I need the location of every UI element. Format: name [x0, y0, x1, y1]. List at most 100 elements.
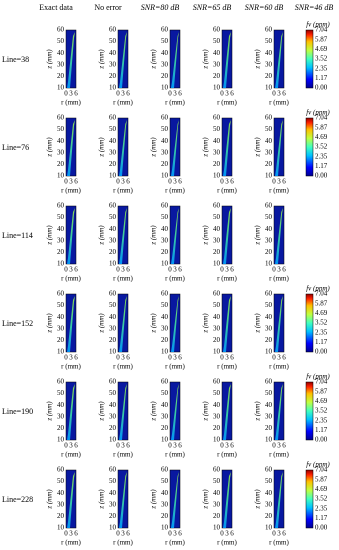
z-tick-label: 30 [265, 148, 273, 156]
r-tick-label: 6 [178, 442, 182, 450]
r-tick-label: 0 [168, 266, 172, 274]
z-tick-label: 50 [161, 125, 169, 133]
z-tick-label: 50 [109, 37, 117, 45]
z-axis-label: z (mm) [254, 489, 262, 510]
z-tick-label: 20 [57, 72, 65, 80]
z-tick-label: 20 [161, 512, 169, 520]
z-tick-label: 40 [265, 489, 273, 497]
colorbar-tick-label: 1.17 [315, 338, 328, 346]
r-tick-label: 0 [272, 178, 276, 186]
z-tick-label: 30 [213, 236, 221, 244]
z-tick-label: 50 [109, 213, 117, 221]
colorbar-tick-label: 3.52 [315, 55, 328, 63]
z-tick-label: 40 [213, 137, 221, 145]
z-tick-label: 10 [109, 84, 117, 92]
colorbar [305, 469, 314, 529]
z-tick-label: 50 [265, 213, 273, 221]
z-tick-label: 30 [109, 60, 117, 68]
z-axis-label: z (mm) [150, 401, 158, 422]
colorbar-tick-label: 0.00 [315, 84, 328, 92]
r-axis-label: r (mm) [61, 187, 81, 195]
z-tick-label: 20 [109, 512, 117, 520]
r-tick-label: 6 [230, 354, 234, 362]
z-axis-label: z (mm) [202, 313, 210, 334]
z-tick-label: 50 [265, 125, 273, 133]
z-tick-label: 30 [57, 324, 65, 332]
r-tick-label: 3 [69, 530, 73, 538]
row-label: Line=190 [2, 407, 33, 416]
z-tick-label: 40 [213, 489, 221, 497]
z-tick-label: 30 [265, 236, 273, 244]
z-tick-label: 10 [265, 84, 273, 92]
z-tick-label: 60 [161, 26, 169, 34]
z-tick-label: 30 [161, 324, 169, 332]
colorbar [305, 381, 314, 441]
z-tick-label: 60 [213, 378, 221, 386]
r-tick-label: 3 [225, 442, 229, 450]
z-axis-label: z (mm) [254, 225, 262, 246]
r-tick-label: 0 [272, 90, 276, 98]
z-tick-label: 30 [265, 412, 273, 420]
z-tick-label: 50 [57, 125, 65, 133]
r-tick-label: 0 [64, 442, 68, 450]
z-tick-label: 50 [109, 301, 117, 309]
z-tick-label: 50 [265, 301, 273, 309]
r-axis-label: r (mm) [269, 539, 289, 547]
z-tick-label: 60 [109, 114, 117, 122]
z-tick-label: 20 [109, 72, 117, 80]
r-tick-label: 3 [225, 90, 229, 98]
r-tick-label: 3 [277, 354, 281, 362]
z-tick-label: 40 [57, 137, 65, 145]
z-tick-label: 60 [57, 26, 65, 34]
r-axis-label: r (mm) [217, 363, 237, 371]
r-tick-label: 0 [220, 442, 224, 450]
colorbar-tick-label: 0.00 [315, 436, 328, 444]
z-tick-label: 40 [109, 313, 117, 321]
z-tick-label: 30 [161, 148, 169, 156]
flame [275, 208, 283, 264]
r-tick-label: 0 [272, 266, 276, 274]
z-tick-label: 10 [265, 436, 273, 444]
r-tick-label: 0 [220, 530, 224, 538]
z-tick-label: 40 [57, 225, 65, 233]
r-axis-label: r (mm) [165, 539, 185, 547]
z-axis-label: z (mm) [150, 489, 158, 510]
r-axis-label: r (mm) [61, 539, 81, 547]
z-tick-label: 10 [161, 84, 169, 92]
z-tick-label: 10 [109, 524, 117, 532]
r-tick-label: 3 [121, 178, 125, 186]
z-tick-label: 60 [109, 466, 117, 474]
flame [275, 472, 283, 528]
r-tick-label: 3 [277, 530, 281, 538]
z-tick-label: 10 [265, 172, 273, 180]
z-tick-label: 20 [57, 512, 65, 520]
z-tick-label: 10 [109, 172, 117, 180]
colorbar-title: fv (ppm) [306, 285, 330, 293]
z-axis-label: z (mm) [98, 137, 106, 158]
z-tick-label: 50 [161, 389, 169, 397]
z-axis-label: z (mm) [46, 489, 54, 510]
flame [275, 32, 283, 88]
z-tick-label: 50 [213, 213, 221, 221]
z-tick-label: 40 [213, 401, 221, 409]
flame [171, 120, 179, 176]
r-axis-label: r (mm) [217, 451, 237, 459]
z-axis-label: z (mm) [46, 401, 54, 422]
colorbar-tick-label: 0.00 [315, 524, 328, 532]
z-tick-label: 10 [57, 260, 65, 268]
colorbar-tick-label: 1.17 [315, 426, 328, 434]
r-axis-label: r (mm) [165, 363, 185, 371]
r-tick-label: 6 [282, 178, 286, 186]
z-tick-label: 60 [109, 202, 117, 210]
r-axis-label: r (mm) [269, 363, 289, 371]
z-axis-label: z (mm) [98, 313, 106, 334]
z-tick-label: 40 [161, 489, 169, 497]
colorbar-tick-label: 3.52 [315, 143, 328, 151]
z-axis-label: z (mm) [254, 137, 262, 158]
z-tick-label: 30 [213, 324, 221, 332]
colorbar-tick-label: 7.04 [315, 26, 328, 34]
r-tick-label: 6 [282, 442, 286, 450]
z-axis-label: z (mm) [150, 225, 158, 246]
r-axis-label: r (mm) [217, 539, 237, 547]
z-tick-label: 10 [109, 436, 117, 444]
